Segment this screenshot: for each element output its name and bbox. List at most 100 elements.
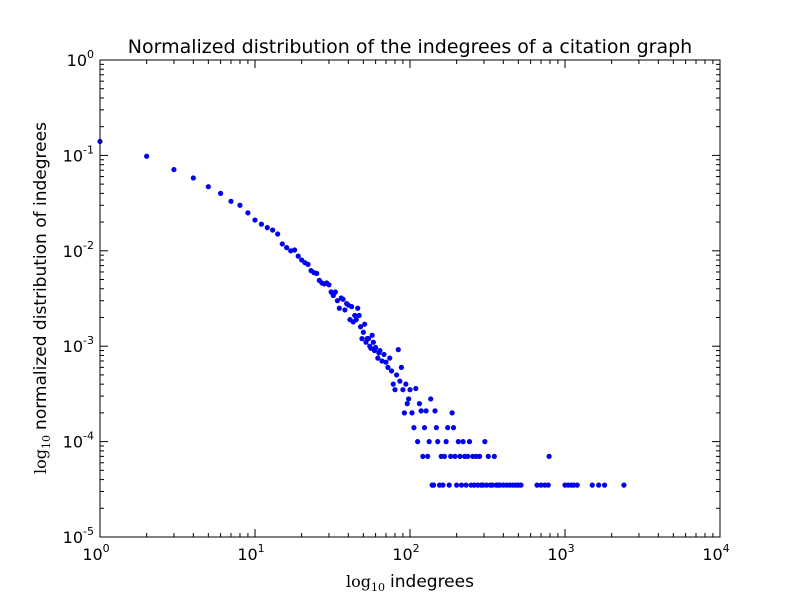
data-point-0-102	[443, 439, 449, 445]
data-point-0-94	[431, 482, 437, 488]
y-axis-title-log-base: 10	[40, 435, 53, 449]
x-tick-exponent: 3	[568, 542, 575, 555]
x-tick-label: 103	[547, 542, 574, 564]
x-tick-label: 101	[237, 542, 264, 564]
data-point-0-68	[388, 368, 395, 374]
data-point-0-90	[425, 453, 431, 459]
data-point-0-34	[336, 305, 342, 311]
data-point-0-86	[418, 408, 424, 414]
y-tick-label: 10-1	[63, 143, 94, 165]
data-point-0-91	[426, 439, 432, 445]
data-point-0-109	[454, 482, 460, 488]
y-tick-label: 10-3	[63, 334, 94, 356]
data-point-0-60	[375, 355, 381, 361]
x-tick-base: 10	[237, 545, 257, 564]
data-point-0-44	[353, 317, 359, 323]
data-point-0-41	[349, 304, 355, 310]
data-point-0-154	[601, 482, 608, 488]
x-tick-labels: 100 101 102 103 104	[82, 542, 729, 564]
y-tick-exponent: -2	[83, 239, 94, 252]
data-point-0-151	[574, 482, 580, 488]
data-point-0-50	[362, 321, 368, 327]
data-point-0-6	[228, 198, 234, 204]
data-point-0-82	[411, 425, 417, 431]
x-tick-exponent: 1	[258, 542, 265, 555]
y-tick-base: 10	[63, 242, 83, 261]
x-axis-title-log-base: 10	[371, 581, 385, 594]
data-point-0-1	[144, 153, 150, 159]
y-tick-label: 10-2	[63, 239, 94, 261]
data-point-0-73	[397, 378, 403, 384]
data-point-0-113	[460, 439, 466, 445]
data-point-0-15	[284, 245, 290, 251]
data-point-0-131	[491, 453, 497, 459]
data-point-0-70	[392, 387, 398, 393]
data-point-0-7	[237, 202, 243, 208]
data-point-0-145	[545, 482, 551, 488]
data-point-0-74	[398, 364, 404, 370]
data-point-0-88	[421, 425, 428, 431]
data-point-0-29	[326, 282, 332, 288]
x-tick-base: 10	[702, 545, 722, 564]
x-tick-exponent: 4	[723, 542, 730, 555]
data-point-0-75	[400, 387, 406, 393]
data-point-0-111	[457, 453, 463, 459]
y-axis-title-text: normalized distribution of indegrees	[31, 122, 51, 430]
data-point-0-24	[314, 270, 320, 276]
data-point-0-57	[370, 339, 376, 345]
data-point-0-69	[390, 381, 396, 387]
y-tick-base: 10	[63, 528, 83, 547]
data-point-0-12	[270, 227, 276, 233]
data-point-0-89	[423, 408, 429, 414]
data-points	[97, 138, 627, 488]
y-tick-label: 10-5	[63, 525, 94, 547]
data-point-0-65	[383, 359, 389, 365]
data-point-0-112	[458, 482, 465, 488]
data-point-0-153	[596, 482, 602, 488]
data-point-0-155	[621, 482, 627, 488]
data-point-0-13	[275, 231, 281, 237]
data-point-0-2	[171, 166, 177, 173]
data-point-0-95	[432, 408, 438, 414]
data-point-0-97	[435, 439, 441, 445]
y-axis-title-log: log	[31, 449, 50, 474]
data-point-0-84	[415, 439, 421, 445]
data-point-0-92	[428, 396, 434, 402]
data-point-0-49	[360, 329, 366, 335]
data-point-0-17	[291, 247, 298, 253]
x-tick-base: 10	[547, 545, 567, 564]
x-tick-exponent: 0	[103, 542, 110, 555]
data-point-0-21	[305, 261, 311, 268]
data-point-0-103	[445, 425, 451, 431]
data-point-0-33	[334, 298, 340, 304]
data-point-0-100	[440, 482, 446, 488]
data-point-0-46	[356, 312, 362, 319]
data-point-0-8	[245, 210, 251, 216]
data-point-0-53	[365, 336, 372, 342]
plot-frame	[99, 59, 721, 538]
x-axis-title: log10 indegrees	[346, 572, 474, 594]
data-point-0-110	[455, 439, 461, 445]
data-point-0-64	[381, 351, 387, 358]
data-point-0-79	[406, 396, 412, 402]
data-point-0-128	[485, 453, 491, 459]
x-tick-base: 10	[82, 545, 102, 564]
data-point-0-78	[404, 401, 410, 407]
data-point-0-106	[449, 410, 455, 416]
x-tick-label: 100	[82, 542, 109, 564]
y-axis-title: log10 normalized distribution of indegree…	[31, 122, 53, 474]
data-point-0-4	[205, 184, 211, 190]
data-point-0-83	[413, 385, 419, 392]
y-tick-label: 100	[67, 48, 94, 70]
data-point-0-76	[401, 410, 407, 416]
data-point-0-96	[433, 425, 439, 431]
y-tick-base: 10	[63, 146, 83, 165]
data-point-0-62	[377, 347, 383, 354]
x-tick-base: 10	[392, 545, 412, 564]
data-point-0-47	[357, 324, 364, 330]
data-point-0-36	[340, 296, 346, 302]
data-point-0-11	[264, 225, 270, 231]
y-tick-exponent: -1	[83, 143, 94, 156]
data-point-0-141	[518, 482, 524, 488]
